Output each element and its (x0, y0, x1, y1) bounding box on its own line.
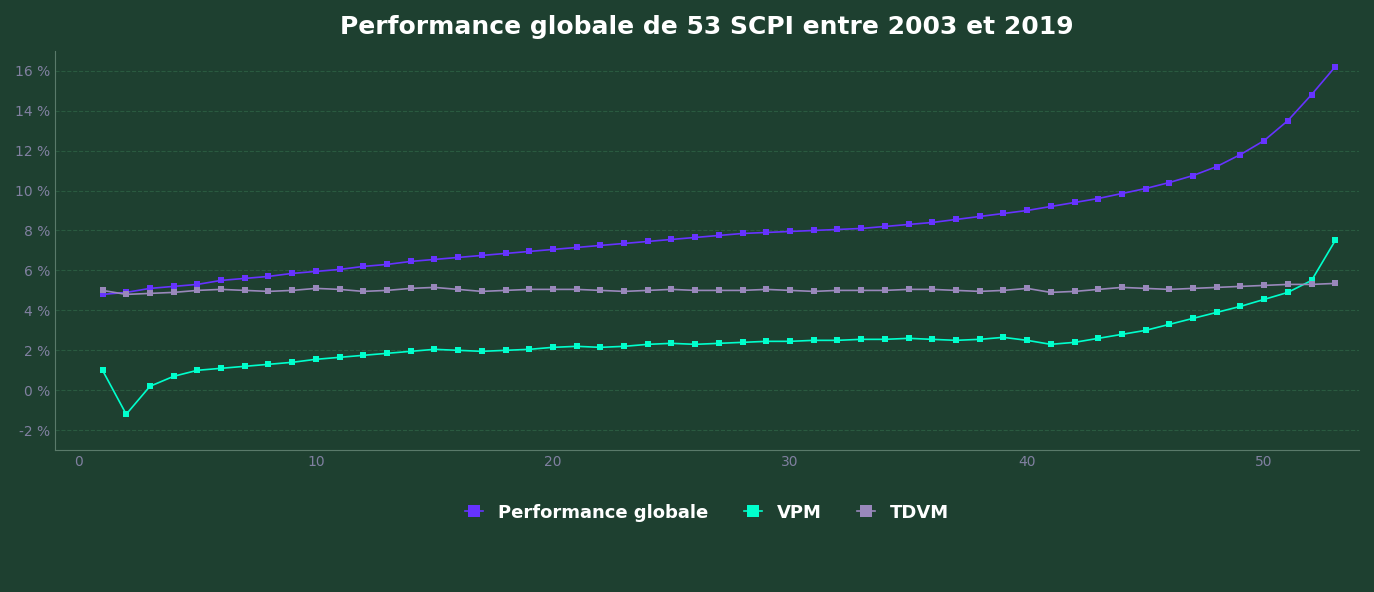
VPM (118, 411, 135, 418)
Legend: Performance globale, VPM, TDVM: Performance globale, VPM, TDVM (458, 496, 956, 529)
TDVM (829, 287, 845, 294)
VPM (449, 347, 466, 354)
TDVM (1066, 288, 1083, 295)
Line: Performance globale: Performance globale (99, 63, 1338, 298)
Line: VPM: VPM (99, 237, 1338, 417)
VPM (829, 337, 845, 344)
TDVM (853, 287, 870, 294)
VPM (1327, 237, 1344, 244)
Performance globale (1327, 63, 1344, 70)
TDVM (900, 286, 916, 293)
TDVM (1209, 284, 1226, 291)
Title: Performance globale de 53 SCPI entre 2003 et 2019: Performance globale de 53 SCPI entre 200… (341, 15, 1074, 39)
Performance globale (877, 223, 893, 230)
Performance globale (805, 227, 822, 234)
VPM (1066, 339, 1083, 346)
Performance globale (1184, 172, 1201, 179)
VPM (853, 336, 870, 343)
Performance globale (1043, 203, 1059, 210)
Performance globale (829, 226, 845, 233)
VPM (900, 335, 916, 342)
Line: TDVM: TDVM (99, 280, 1338, 298)
Performance globale (95, 291, 111, 298)
TDVM (1327, 280, 1344, 287)
VPM (1209, 309, 1226, 316)
TDVM (118, 291, 135, 298)
TDVM (449, 286, 466, 293)
Performance globale (426, 256, 442, 263)
TDVM (95, 287, 111, 294)
VPM (95, 367, 111, 374)
